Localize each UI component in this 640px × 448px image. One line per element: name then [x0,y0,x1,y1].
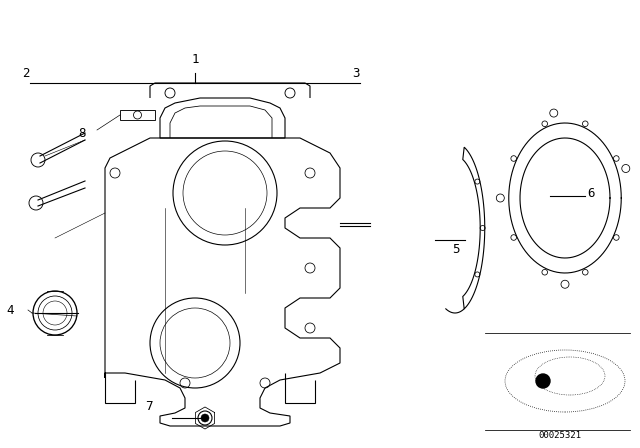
Text: 6: 6 [587,186,595,199]
Circle shape [536,374,550,388]
Text: 4: 4 [6,303,13,316]
Text: 3: 3 [352,66,360,79]
Text: 5: 5 [452,243,460,256]
Text: 8: 8 [78,126,86,139]
Text: 00025321: 00025321 [538,431,582,440]
Text: 1: 1 [191,53,199,66]
Circle shape [201,414,209,422]
Text: 2: 2 [22,66,29,79]
Text: 7: 7 [145,400,153,413]
